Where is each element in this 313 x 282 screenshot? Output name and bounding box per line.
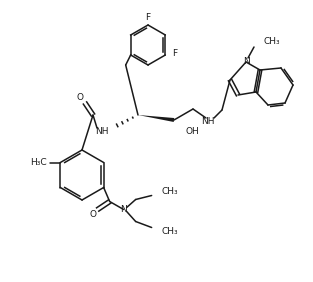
Text: CH₃: CH₃ [162, 227, 178, 236]
Text: H₃C: H₃C [30, 158, 46, 167]
Text: F: F [146, 14, 151, 23]
Text: OH: OH [185, 127, 199, 136]
Text: O: O [76, 94, 84, 102]
Text: CH₃: CH₃ [264, 38, 281, 47]
Polygon shape [138, 115, 174, 122]
Text: F: F [172, 50, 177, 58]
Text: N: N [243, 58, 249, 67]
Text: N: N [120, 205, 127, 214]
Text: NH: NH [95, 127, 109, 135]
Text: NH: NH [201, 118, 215, 127]
Text: CH₃: CH₃ [162, 187, 178, 196]
Text: O: O [89, 210, 96, 219]
